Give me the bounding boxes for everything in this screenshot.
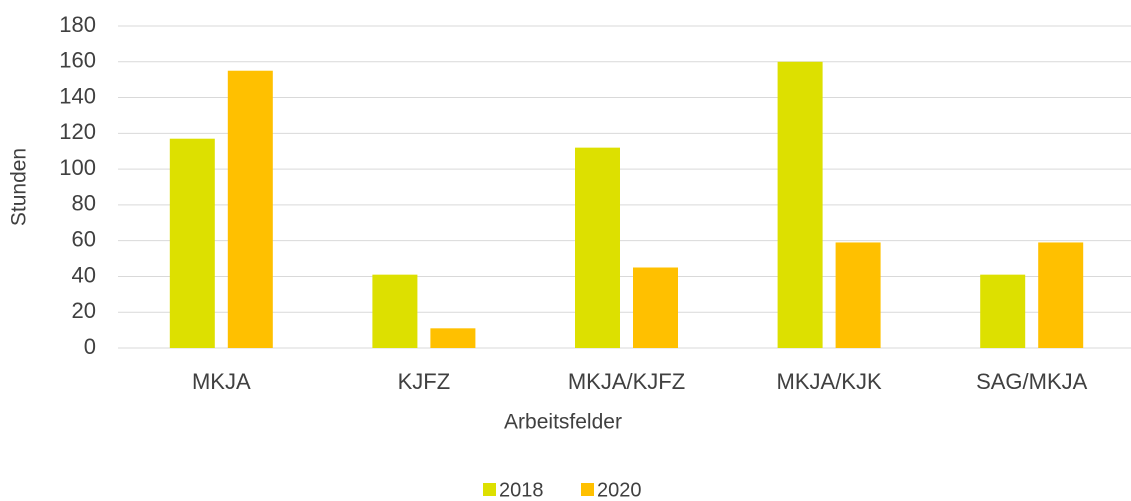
bar: [777, 61, 823, 349]
legend-swatch: [483, 483, 496, 496]
bar: [430, 328, 476, 348]
y-tick-label: 140: [59, 83, 96, 108]
y-tick-label: 80: [72, 191, 96, 216]
legend-label: 2020: [597, 479, 642, 501]
y-tick-label: 20: [72, 298, 96, 323]
y-axis-label: Stunden: [8, 148, 31, 226]
bar: [227, 70, 273, 348]
x-tick-label: KJFZ: [398, 369, 451, 394]
bar: [372, 274, 418, 348]
x-tick-label: MKJA/KJFZ: [568, 369, 685, 394]
legend-swatch: [581, 483, 594, 496]
y-tick-label: 40: [72, 262, 96, 287]
y-tick-label: 180: [59, 12, 96, 37]
y-tick-label: 100: [59, 155, 96, 180]
x-tick-label: MKJA/KJK: [777, 369, 882, 394]
bar: [633, 267, 678, 348]
y-tick-label: 0: [84, 334, 96, 359]
y-tick-label: 160: [59, 48, 96, 73]
bar: [835, 242, 881, 348]
bar: [980, 274, 1026, 348]
x-tick-label: MKJA: [192, 369, 251, 394]
x-tick-label: SAG/MKJA: [976, 369, 1088, 394]
y-tick-label: 120: [59, 119, 96, 144]
legend-label: 2018: [499, 479, 544, 501]
bar: [169, 138, 215, 348]
bar: [575, 147, 620, 348]
x-axis-label: Arbeitsfelder: [504, 411, 622, 434]
y-tick-label: 60: [72, 226, 96, 251]
bar: [1038, 242, 1084, 348]
